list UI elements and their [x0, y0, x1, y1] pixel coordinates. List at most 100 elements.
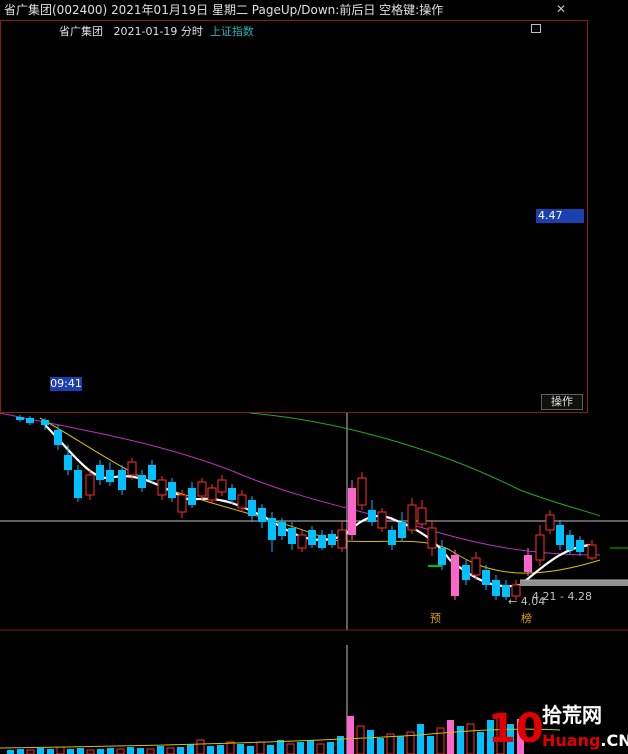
volume-bar-lower	[187, 744, 194, 754]
volume-bar-lower	[166, 747, 175, 754]
candle-body	[268, 518, 276, 540]
volume-bar-lower	[86, 749, 95, 754]
candle-body	[587, 544, 597, 559]
volume-bar-lower	[457, 726, 464, 754]
candle-body	[492, 580, 500, 596]
candle-body	[41, 420, 49, 425]
candle-body	[74, 470, 82, 498]
candle-body	[148, 465, 156, 480]
candle-body	[438, 548, 446, 565]
volume-bar-lower	[337, 736, 344, 754]
window-restore-icon[interactable]	[531, 24, 541, 33]
volume-bar-lower	[146, 748, 155, 754]
volume-bar-lower	[196, 739, 205, 754]
volume-bar-lower	[56, 746, 65, 754]
volume-bar-lower	[267, 745, 274, 754]
volume-bar-lower	[7, 750, 14, 754]
candle-body	[451, 555, 459, 596]
site-watermark: 10 拾荒网 Huang.CN	[488, 703, 628, 752]
candle-body	[357, 477, 367, 506]
title-weekday: 星期二	[211, 3, 248, 17]
volume-bar-lower	[17, 749, 24, 754]
candle-body	[337, 529, 347, 549]
low-price-label: ← 4.04	[508, 595, 545, 608]
volume-bar-lower	[137, 748, 144, 754]
volume-bar-lower	[307, 740, 314, 754]
candle-body	[535, 534, 545, 561]
candle-body	[197, 481, 207, 497]
candle-body	[207, 487, 217, 501]
volume-bar-lower	[217, 745, 224, 754]
ma-green-line	[249, 412, 601, 517]
candle-body	[228, 488, 236, 500]
time-cursor-tag: 09:41	[50, 377, 82, 391]
candle-body	[511, 584, 521, 597]
volume-bar-lower	[47, 749, 54, 754]
volume-bar-lower	[397, 736, 404, 754]
popup-date: 2021-01-19 分时	[113, 25, 203, 38]
volume-bar-lower	[417, 724, 424, 754]
volume-bar-lower	[177, 747, 184, 754]
ma-white-line	[44, 424, 591, 588]
candle-body	[297, 534, 307, 549]
volume-bar-lower	[97, 749, 104, 754]
volume-bar-lower	[377, 738, 384, 754]
window-title-bar: 省广集团(002400) 2021年01月19日 星期二 PageUp/Down…	[0, 0, 628, 20]
candle-body	[258, 508, 266, 522]
candle-body	[427, 527, 437, 549]
candle-body	[524, 555, 532, 572]
candle-body	[377, 511, 387, 529]
watermark-number: 10	[488, 706, 544, 752]
watermark-domain: Huang.CN	[542, 731, 628, 750]
volume-bar-lower	[496, 713, 505, 754]
popup-header: 省广集团 2021-01-19 分时 上证指数	[59, 23, 254, 39]
volume-bar-lower	[427, 736, 434, 754]
candle-body	[368, 510, 376, 522]
candle-body	[462, 565, 470, 580]
candle-body	[157, 479, 167, 496]
candle-body	[398, 522, 406, 538]
marker-yu-bg	[428, 610, 442, 624]
candle-body	[217, 479, 227, 493]
volume-bar-lower	[286, 743, 295, 754]
volume-bar-lower	[247, 746, 254, 754]
candle-body	[16, 417, 24, 420]
candle-body	[118, 470, 126, 490]
candle-body	[106, 470, 114, 482]
index-toggle[interactable]: 上证指数	[209, 25, 254, 38]
operations-button[interactable]: 操作	[541, 394, 583, 410]
volume-bar-lower	[77, 748, 84, 754]
volume-bar-lower	[487, 720, 494, 754]
volume-bar-lower	[297, 742, 304, 754]
intraday-popup: 省广集团 2021-01-19 分时 上证指数 操作	[0, 20, 588, 413]
volume-bar-lower	[517, 719, 524, 754]
candle-body	[248, 500, 256, 516]
candle-body	[127, 461, 137, 476]
volume-bar-lower	[157, 746, 164, 754]
volume-bar-lower	[127, 747, 134, 754]
candle-body	[556, 525, 564, 545]
price-cursor-tag: 4.47	[536, 209, 584, 223]
candle-body	[85, 474, 95, 496]
candle-body	[502, 585, 510, 597]
candle-body	[26, 418, 34, 423]
candle-body	[96, 465, 104, 480]
candle-body	[348, 488, 356, 535]
volume-bar-lower	[277, 740, 284, 754]
volume-bar-lower	[436, 727, 445, 754]
volume-bar-lower	[367, 730, 374, 754]
close-icon[interactable]: ✕	[555, 2, 567, 16]
candle-body	[138, 475, 146, 488]
volume-bar-lower	[237, 744, 244, 754]
candle-body	[308, 530, 316, 545]
candle-body	[545, 514, 555, 531]
candle-body	[388, 530, 396, 545]
candle-body	[328, 534, 336, 545]
candle-body	[54, 430, 62, 445]
candle-body	[417, 507, 427, 525]
title-date: 2021年01月19日	[111, 3, 209, 17]
volume-bar-lower	[406, 731, 415, 754]
candle-body	[278, 522, 286, 536]
volume-bar-lower	[507, 724, 514, 754]
title-hint-page: PageUp/Down:前后日	[251, 3, 376, 17]
